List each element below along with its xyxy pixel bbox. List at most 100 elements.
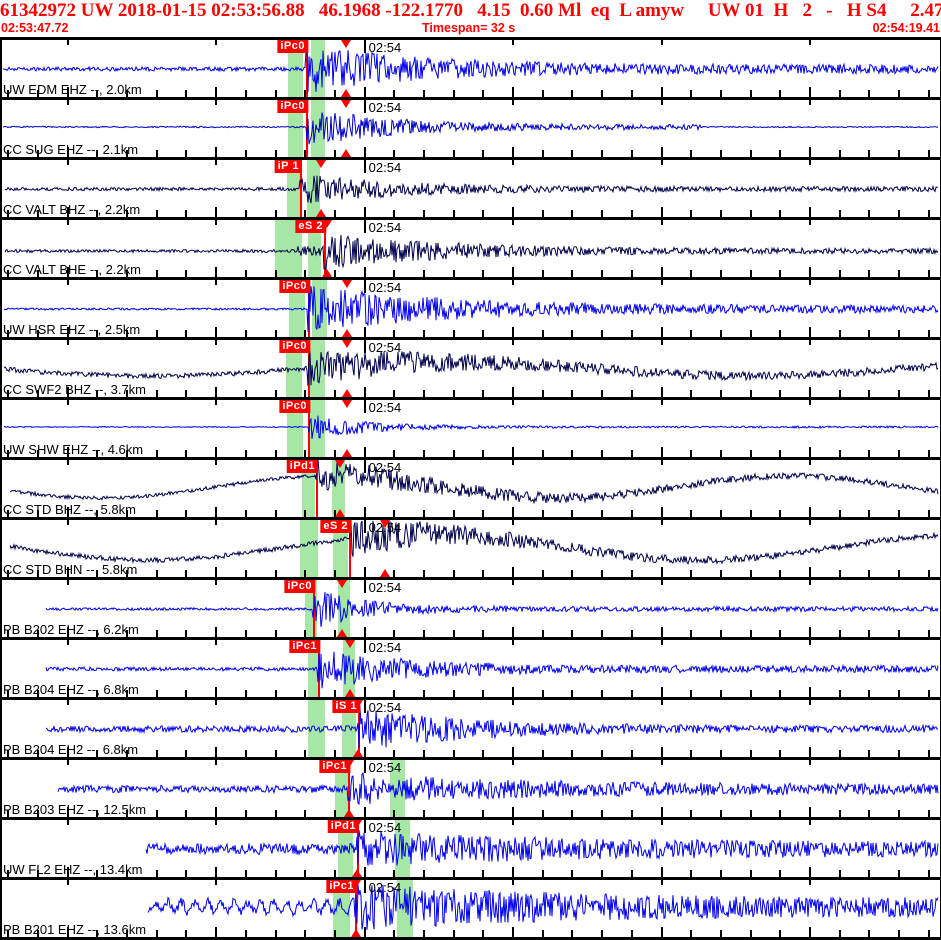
time-tick-minor <box>126 270 129 277</box>
trace-row[interactable]: 02:54 iPc1 PB B203 EHZ --, 12.5km <box>0 760 941 820</box>
time-tick-major <box>512 867 515 877</box>
time-tick-minor <box>7 810 10 817</box>
time-tick-minor <box>155 510 158 517</box>
seismogram-waveform[interactable] <box>0 160 941 217</box>
seismogram-waveform[interactable] <box>0 220 941 277</box>
time-tick-minor <box>96 750 99 757</box>
pick-flag[interactable]: iPc0 <box>279 400 310 413</box>
pick-flag[interactable]: eS 2 <box>320 520 351 533</box>
time-tick-minor <box>749 390 752 397</box>
pick-flag[interactable]: iPc0 <box>284 580 315 593</box>
time-tick-minor <box>571 630 574 637</box>
trace-row[interactable]: 02:54 iPc0 UW SHW EHZ --, 4.6km <box>0 400 941 460</box>
pick-flag[interactable]: iPc1 <box>319 760 350 773</box>
time-tick-major <box>66 747 69 757</box>
pick-flag[interactable]: eS 2 <box>295 220 326 233</box>
time-tick-minor <box>304 510 307 517</box>
pick-flag[interactable]: iPd1 <box>286 460 318 473</box>
time-tick-minor <box>719 750 722 757</box>
seismogram-waveform[interactable] <box>0 700 941 757</box>
pick-flag[interactable]: iPc1 <box>289 640 320 653</box>
time-tick-minor <box>898 150 901 157</box>
time-tick-major <box>512 207 515 217</box>
time-tick-minor <box>185 750 188 757</box>
time-tick-minor <box>244 810 247 817</box>
station-label: PB B203 EHZ --, 12.5km <box>3 802 147 817</box>
pick-line[interactable] <box>316 460 318 517</box>
seismogram-waveform[interactable] <box>0 400 941 457</box>
seismogram-waveform[interactable] <box>0 820 941 877</box>
trace-row[interactable]: 02:54 iPc1 PB B204 EHZ --, 6.8km <box>0 640 941 700</box>
time-tick-minor <box>7 150 10 157</box>
seismogram-waveform[interactable] <box>0 640 941 697</box>
time-tick-minor <box>482 90 485 97</box>
pick-line[interactable] <box>349 520 351 577</box>
trace-row[interactable]: 02:54 iPc0 UW EDM EHZ --, 2.0km <box>0 40 941 100</box>
time-tick-major-desc <box>512 760 515 765</box>
time-tick-minor <box>96 270 99 277</box>
seismogram-waveform[interactable] <box>0 340 941 397</box>
time-tick-major <box>215 687 218 697</box>
seismogram-waveform[interactable] <box>0 520 941 577</box>
trace-row[interactable]: 02:54 iS 1 PB B204 EH2 --, 6.8km <box>0 700 941 760</box>
time-tick-minor <box>601 570 604 577</box>
seismogram-waveform[interactable] <box>0 460 941 517</box>
time-tick-minor <box>393 510 396 517</box>
time-tick-minor <box>630 390 633 397</box>
pick-line[interactable] <box>300 160 302 217</box>
pick-flag[interactable]: iPc0 <box>277 100 308 113</box>
trace-row[interactable]: 02:54 iPd1 UW FL2 EHZ --, 13.4km <box>0 820 941 880</box>
waveform-trace <box>145 830 939 866</box>
time-tick-minor <box>244 870 247 877</box>
trace-row[interactable]: 02:54 iPd1 CC STD BHZ --, 5.8km <box>0 460 941 520</box>
time-tick-minor <box>541 390 544 397</box>
trace-row[interactable]: 02:54 iPc0 UW HSR EHZ --, 2.5km <box>0 280 941 340</box>
time-tick-major <box>363 267 366 277</box>
time-tick-major <box>512 627 515 637</box>
pick-line[interactable] <box>306 100 308 157</box>
pick-line[interactable] <box>324 220 326 277</box>
pick-flag[interactable]: iPc0 <box>277 40 308 53</box>
time-tick-major <box>512 327 515 337</box>
time-tick-major-desc <box>512 820 515 825</box>
pick-line[interactable] <box>318 640 320 697</box>
time-tick-minor <box>690 330 693 337</box>
time-tick-minor <box>274 870 277 877</box>
pick-flag[interactable]: iPd1 <box>327 820 359 833</box>
time-tick-minor <box>333 210 336 217</box>
pick-line[interactable] <box>348 760 350 817</box>
time-tick-minor <box>898 690 901 697</box>
pick-flag[interactable]: iPc1 <box>326 880 357 893</box>
trace-row[interactable]: 02:54 iPc0 CC SUG EHZ --, 2.1km <box>0 100 941 160</box>
trace-row[interactable]: 02:54 iPc0 CC SWF2 BHZ --, 3.7km <box>0 340 941 400</box>
seismogram-waveform[interactable] <box>0 40 941 97</box>
time-tick-major <box>363 507 366 517</box>
time-tick-major-desc <box>660 640 663 645</box>
seismogram-waveform[interactable] <box>0 280 941 337</box>
time-tick-minor <box>601 810 604 817</box>
seismogram-waveform[interactable] <box>0 100 941 157</box>
time-tick-minor <box>719 930 722 937</box>
pick-line[interactable] <box>306 40 308 97</box>
trace-row[interactable]: 02:54 iPc1 PB B201 EHZ --, 13.6km <box>0 880 941 940</box>
time-tick-minor <box>304 570 307 577</box>
trace-row[interactable]: 02:54 eS 2 CC VALT BHE --, 2.2km <box>0 220 941 280</box>
seismogram-waveform[interactable] <box>0 880 941 937</box>
trace-row[interactable]: 02:54 iPc0 PB B202 EHZ --, 6.2km <box>0 580 941 640</box>
trace-row[interactable]: 02:54 eS 2 CC STD BHN --, 5.8km <box>0 520 941 580</box>
seismogram-waveform[interactable] <box>0 580 941 637</box>
time-tick-minor <box>630 630 633 637</box>
time-tick-minor <box>96 810 99 817</box>
seismogram-waveform[interactable] <box>0 760 941 817</box>
pick-flag[interactable]: iP 1 <box>274 160 302 173</box>
trace-row[interactable]: 02:54 iP 1 CC VALT BHZ --, 2.2km <box>0 160 941 220</box>
station-label: UW FL2 EHZ --, 13.4km <box>3 862 143 877</box>
time-tick-minor <box>898 870 901 877</box>
time-tick-minor <box>333 630 336 637</box>
time-tick-major <box>512 567 515 577</box>
time-tick-major-desc <box>66 40 69 45</box>
phase-window-band <box>332 460 345 517</box>
pick-flag[interactable]: iS 1 <box>332 700 360 713</box>
pick-flag[interactable]: iPc0 <box>279 340 310 353</box>
pick-flag[interactable]: iPc0 <box>279 280 310 293</box>
